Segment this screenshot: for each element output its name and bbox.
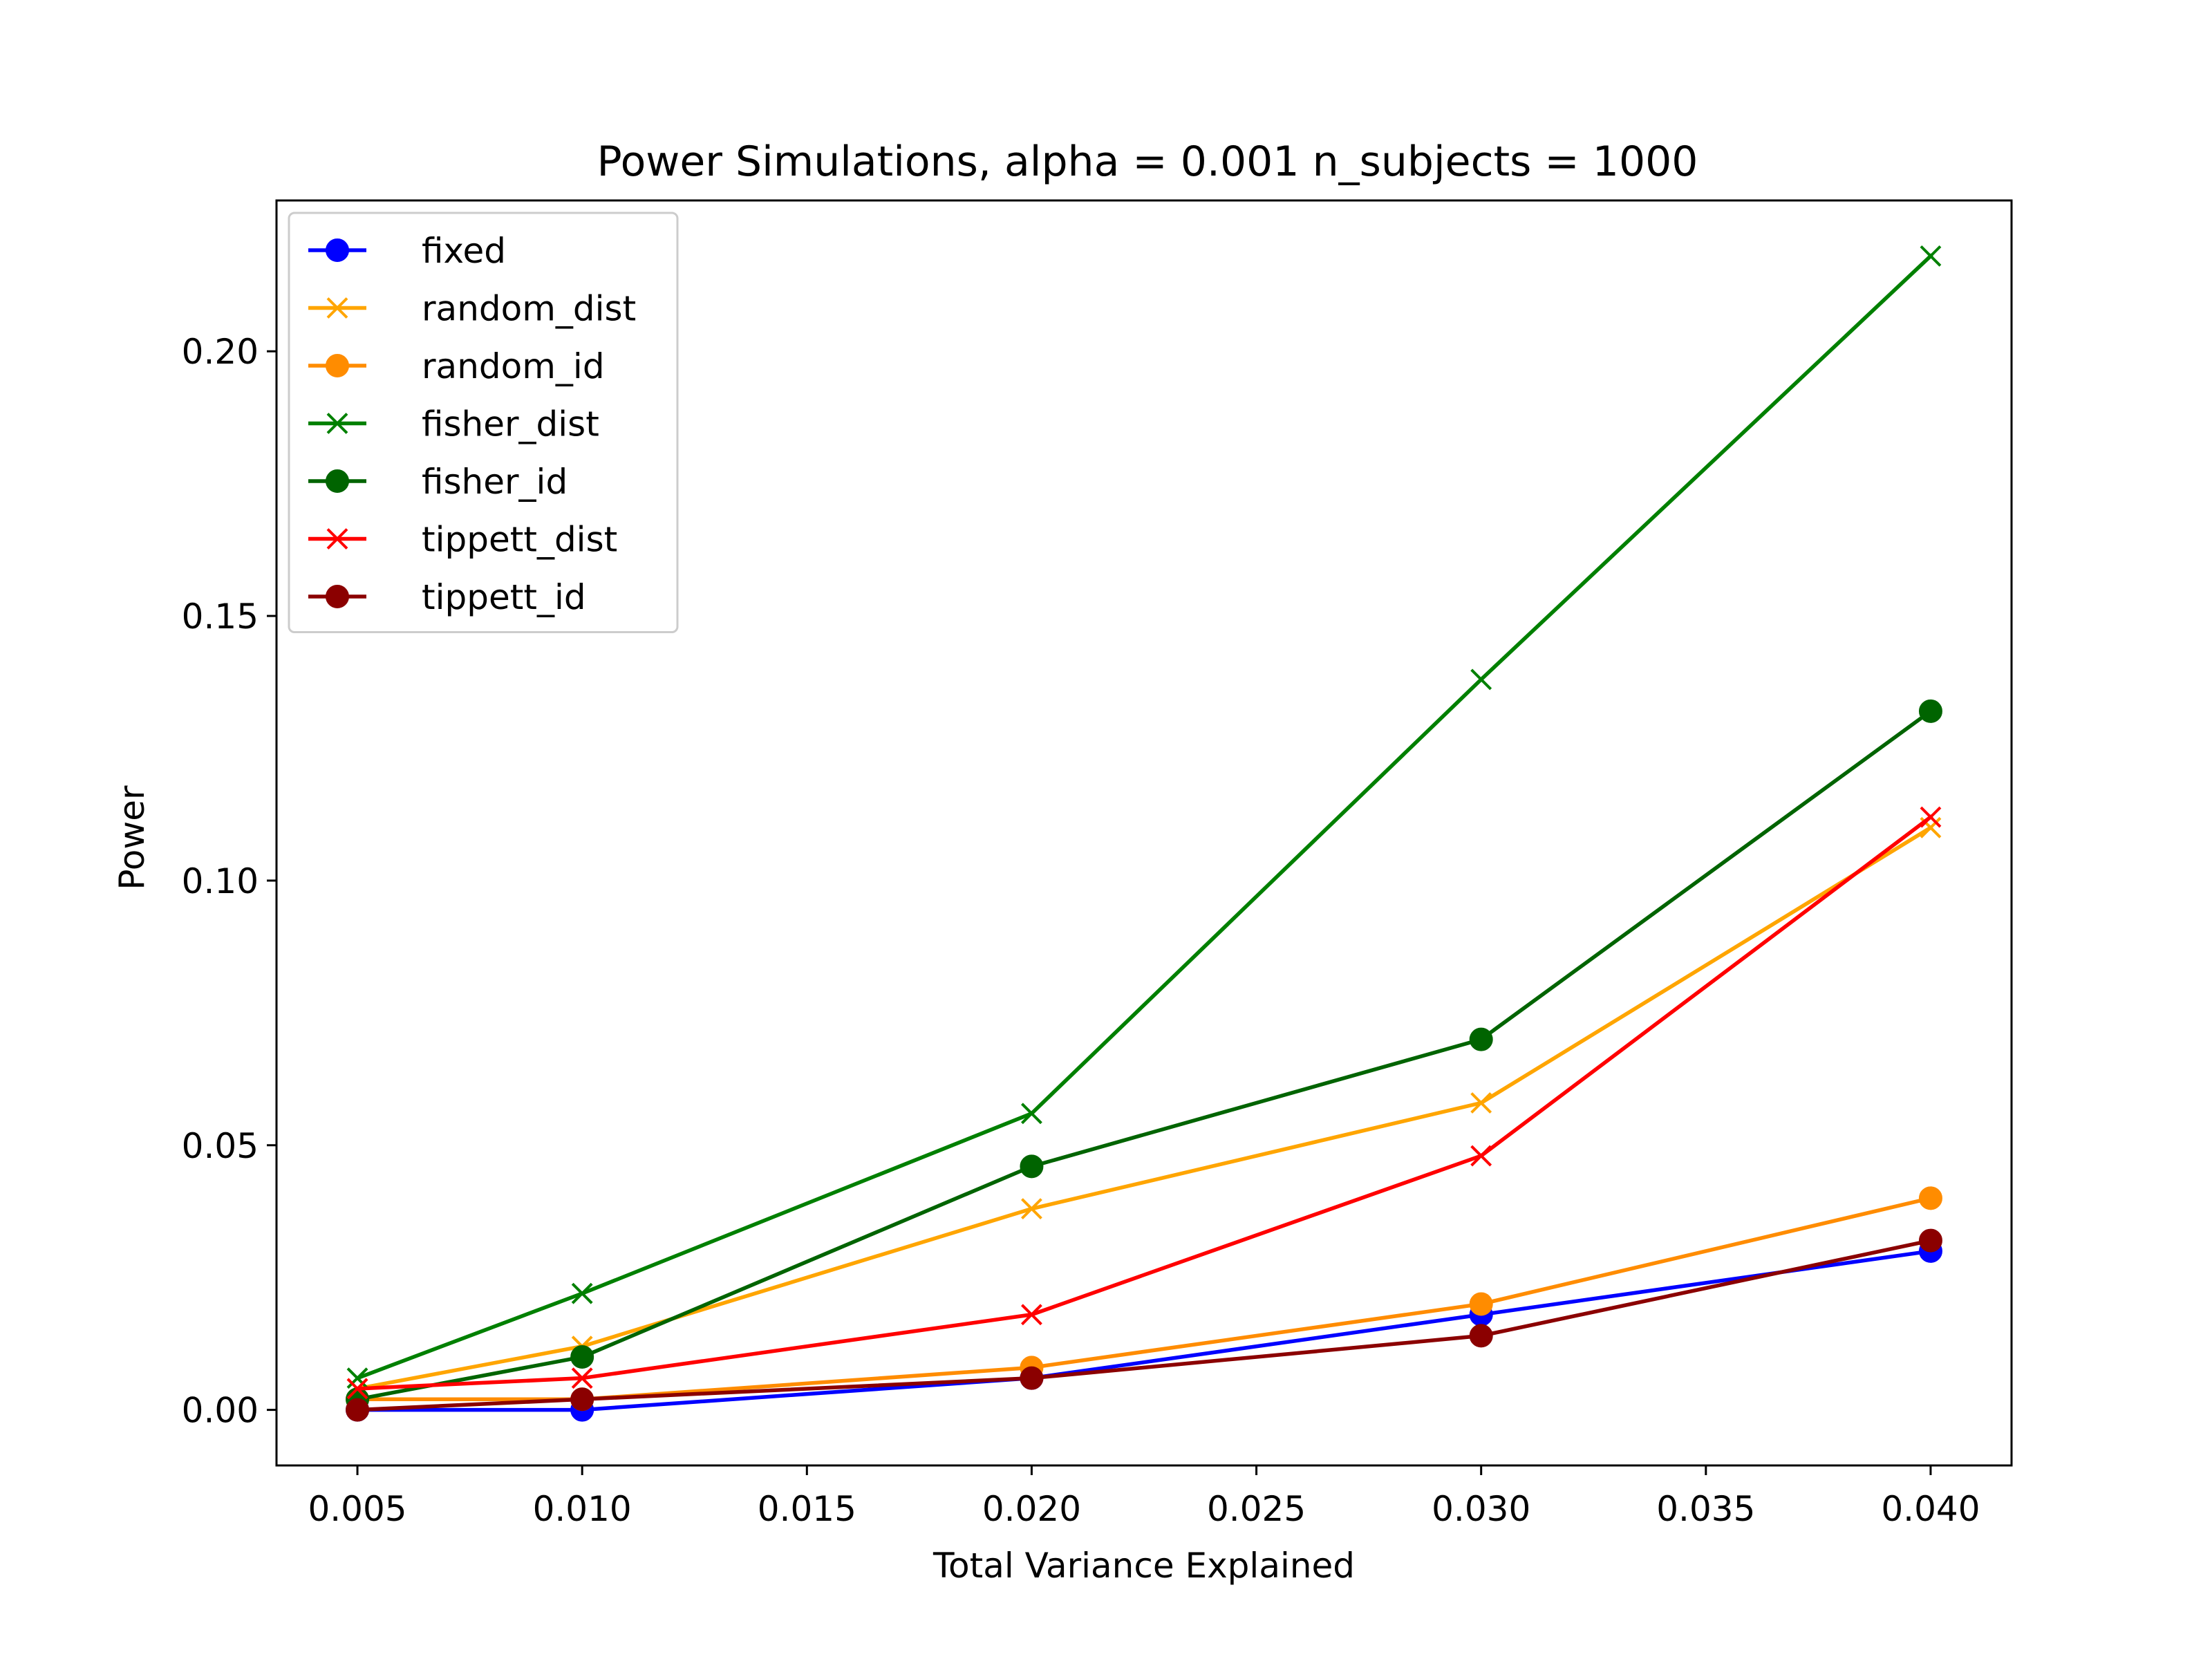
legend-box — [288, 212, 679, 633]
legend-swatch-marker-random-dist — [326, 297, 348, 319]
data-point-random-dist — [1021, 1198, 1042, 1220]
plot-frame — [275, 199, 2013, 1467]
legend-item-random-id: random_id — [308, 346, 605, 386]
y-axis-title: Power — [112, 785, 152, 890]
legend-label-tippett-dist: tippett_dist — [422, 520, 617, 560]
data-point-fisher-dist — [346, 1367, 368, 1389]
legend-item-fisher-dist: fisher_dist — [308, 404, 599, 444]
data-point-fisher-id — [1020, 1154, 1044, 1179]
data-point-fisher-dist — [1920, 245, 1942, 267]
data-point-fisher-dist — [1470, 668, 1492, 691]
plot-area: 0.005 0.010 0.015 0.020 0.025 0.030 0.035 0.040… — [182, 245, 1980, 1529]
x-axis-title: Total Variance Explained — [932, 1546, 1355, 1586]
x-tick-label: 0.040 — [1881, 1489, 1980, 1529]
legend-label-fixed: fixed — [422, 231, 506, 271]
y-tick-label: 0.15 — [182, 597, 259, 637]
series-tippett-id — [346, 1228, 1942, 1422]
data-point-fisher-dist — [571, 1282, 593, 1304]
legend-label-fisher-id: fisher_id — [422, 462, 568, 502]
x-tick-label: 0.025 — [1207, 1489, 1306, 1529]
data-point-fisher-id — [1918, 699, 1942, 723]
data-point-tippett-id — [1469, 1324, 1493, 1348]
legend-label-random-id: random_id — [422, 346, 605, 386]
legend-item-fixed: fixed — [308, 231, 506, 271]
series-tippett-dist — [346, 806, 1942, 1400]
data-point-tippett-id — [570, 1387, 594, 1412]
y-tick-label: 0.00 — [182, 1391, 259, 1431]
legend-swatch-marker-tippett-id — [326, 585, 349, 608]
legend-swatch-marker-tippett-dist — [326, 528, 348, 550]
legend-label-fisher-dist: fisher_dist — [422, 404, 599, 444]
legend: fixed random_dist random_id fisher_distfish… — [288, 212, 679, 633]
legend-swatch-marker-random-id — [326, 354, 349, 377]
legend-swatch-marker-fisher-dist — [326, 413, 348, 434]
data-point-fisher-dist — [1021, 1103, 1042, 1125]
legend-swatch-marker-fisher-id — [326, 469, 349, 493]
y-tick-label: 0.10 — [182, 861, 259, 901]
data-point-fisher-id — [570, 1345, 594, 1369]
chart-title: Power Simulations, alpha = 0.001 n_subje… — [597, 138, 1698, 186]
data-point-tippett-id — [1020, 1366, 1044, 1390]
data-point-random-id — [1918, 1186, 1942, 1210]
data-point-random-id — [1469, 1292, 1493, 1316]
x-tick-label: 0.015 — [758, 1489, 856, 1529]
legend-label-random-dist: random_dist — [422, 289, 636, 329]
data-point-random-dist — [1470, 1092, 1492, 1114]
x-tick-label: 0.030 — [1432, 1489, 1530, 1529]
x-tick-label: 0.010 — [533, 1489, 632, 1529]
legend-label-tippett-id: tippett_id — [422, 577, 586, 617]
x-tick-label: 0.035 — [1656, 1489, 1755, 1529]
data-point-tippett-dist — [1470, 1145, 1492, 1167]
x-tick-label: 0.020 — [982, 1489, 1081, 1529]
data-point-tippett-dist — [346, 1378, 368, 1400]
series-fisher-dist — [346, 245, 1942, 1389]
data-point-tippett-dist — [571, 1367, 593, 1389]
data-point-tippett-dist — [1021, 1304, 1042, 1326]
y-tick-label: 0.05 — [182, 1126, 259, 1166]
legend-swatch-marker-fixed — [326, 238, 349, 262]
legend-item-tippett-id: tippett_id — [308, 577, 586, 617]
data-point-fisher-id — [1469, 1027, 1493, 1051]
legend-item-random-dist: random_dist — [308, 289, 636, 329]
legend-item-tippett-dist: tippett_dist — [308, 520, 617, 560]
x-tick-label: 0.005 — [308, 1489, 406, 1529]
data-point-tippett-id — [346, 1398, 370, 1422]
y-tick-label: 0.20 — [182, 332, 259, 372]
legend-item-fisher-id: fisher_id — [308, 462, 568, 502]
data-point-tippett-dist — [1920, 806, 1942, 828]
data-point-tippett-id — [1918, 1228, 1942, 1253]
